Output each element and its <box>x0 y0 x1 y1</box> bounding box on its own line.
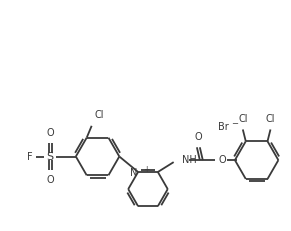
Text: F: F <box>27 152 32 161</box>
Text: Br: Br <box>218 122 229 132</box>
Text: +: + <box>143 164 149 173</box>
Text: −: − <box>231 119 238 128</box>
Text: NH: NH <box>182 155 196 165</box>
Text: N: N <box>130 168 137 178</box>
Text: O: O <box>46 128 54 138</box>
Text: O: O <box>46 175 54 185</box>
Text: Cl: Cl <box>266 113 275 124</box>
Text: O: O <box>195 132 202 142</box>
Text: S: S <box>47 152 54 161</box>
Text: Cl: Cl <box>238 113 248 124</box>
Text: O: O <box>218 155 226 165</box>
Text: Cl: Cl <box>95 110 104 120</box>
